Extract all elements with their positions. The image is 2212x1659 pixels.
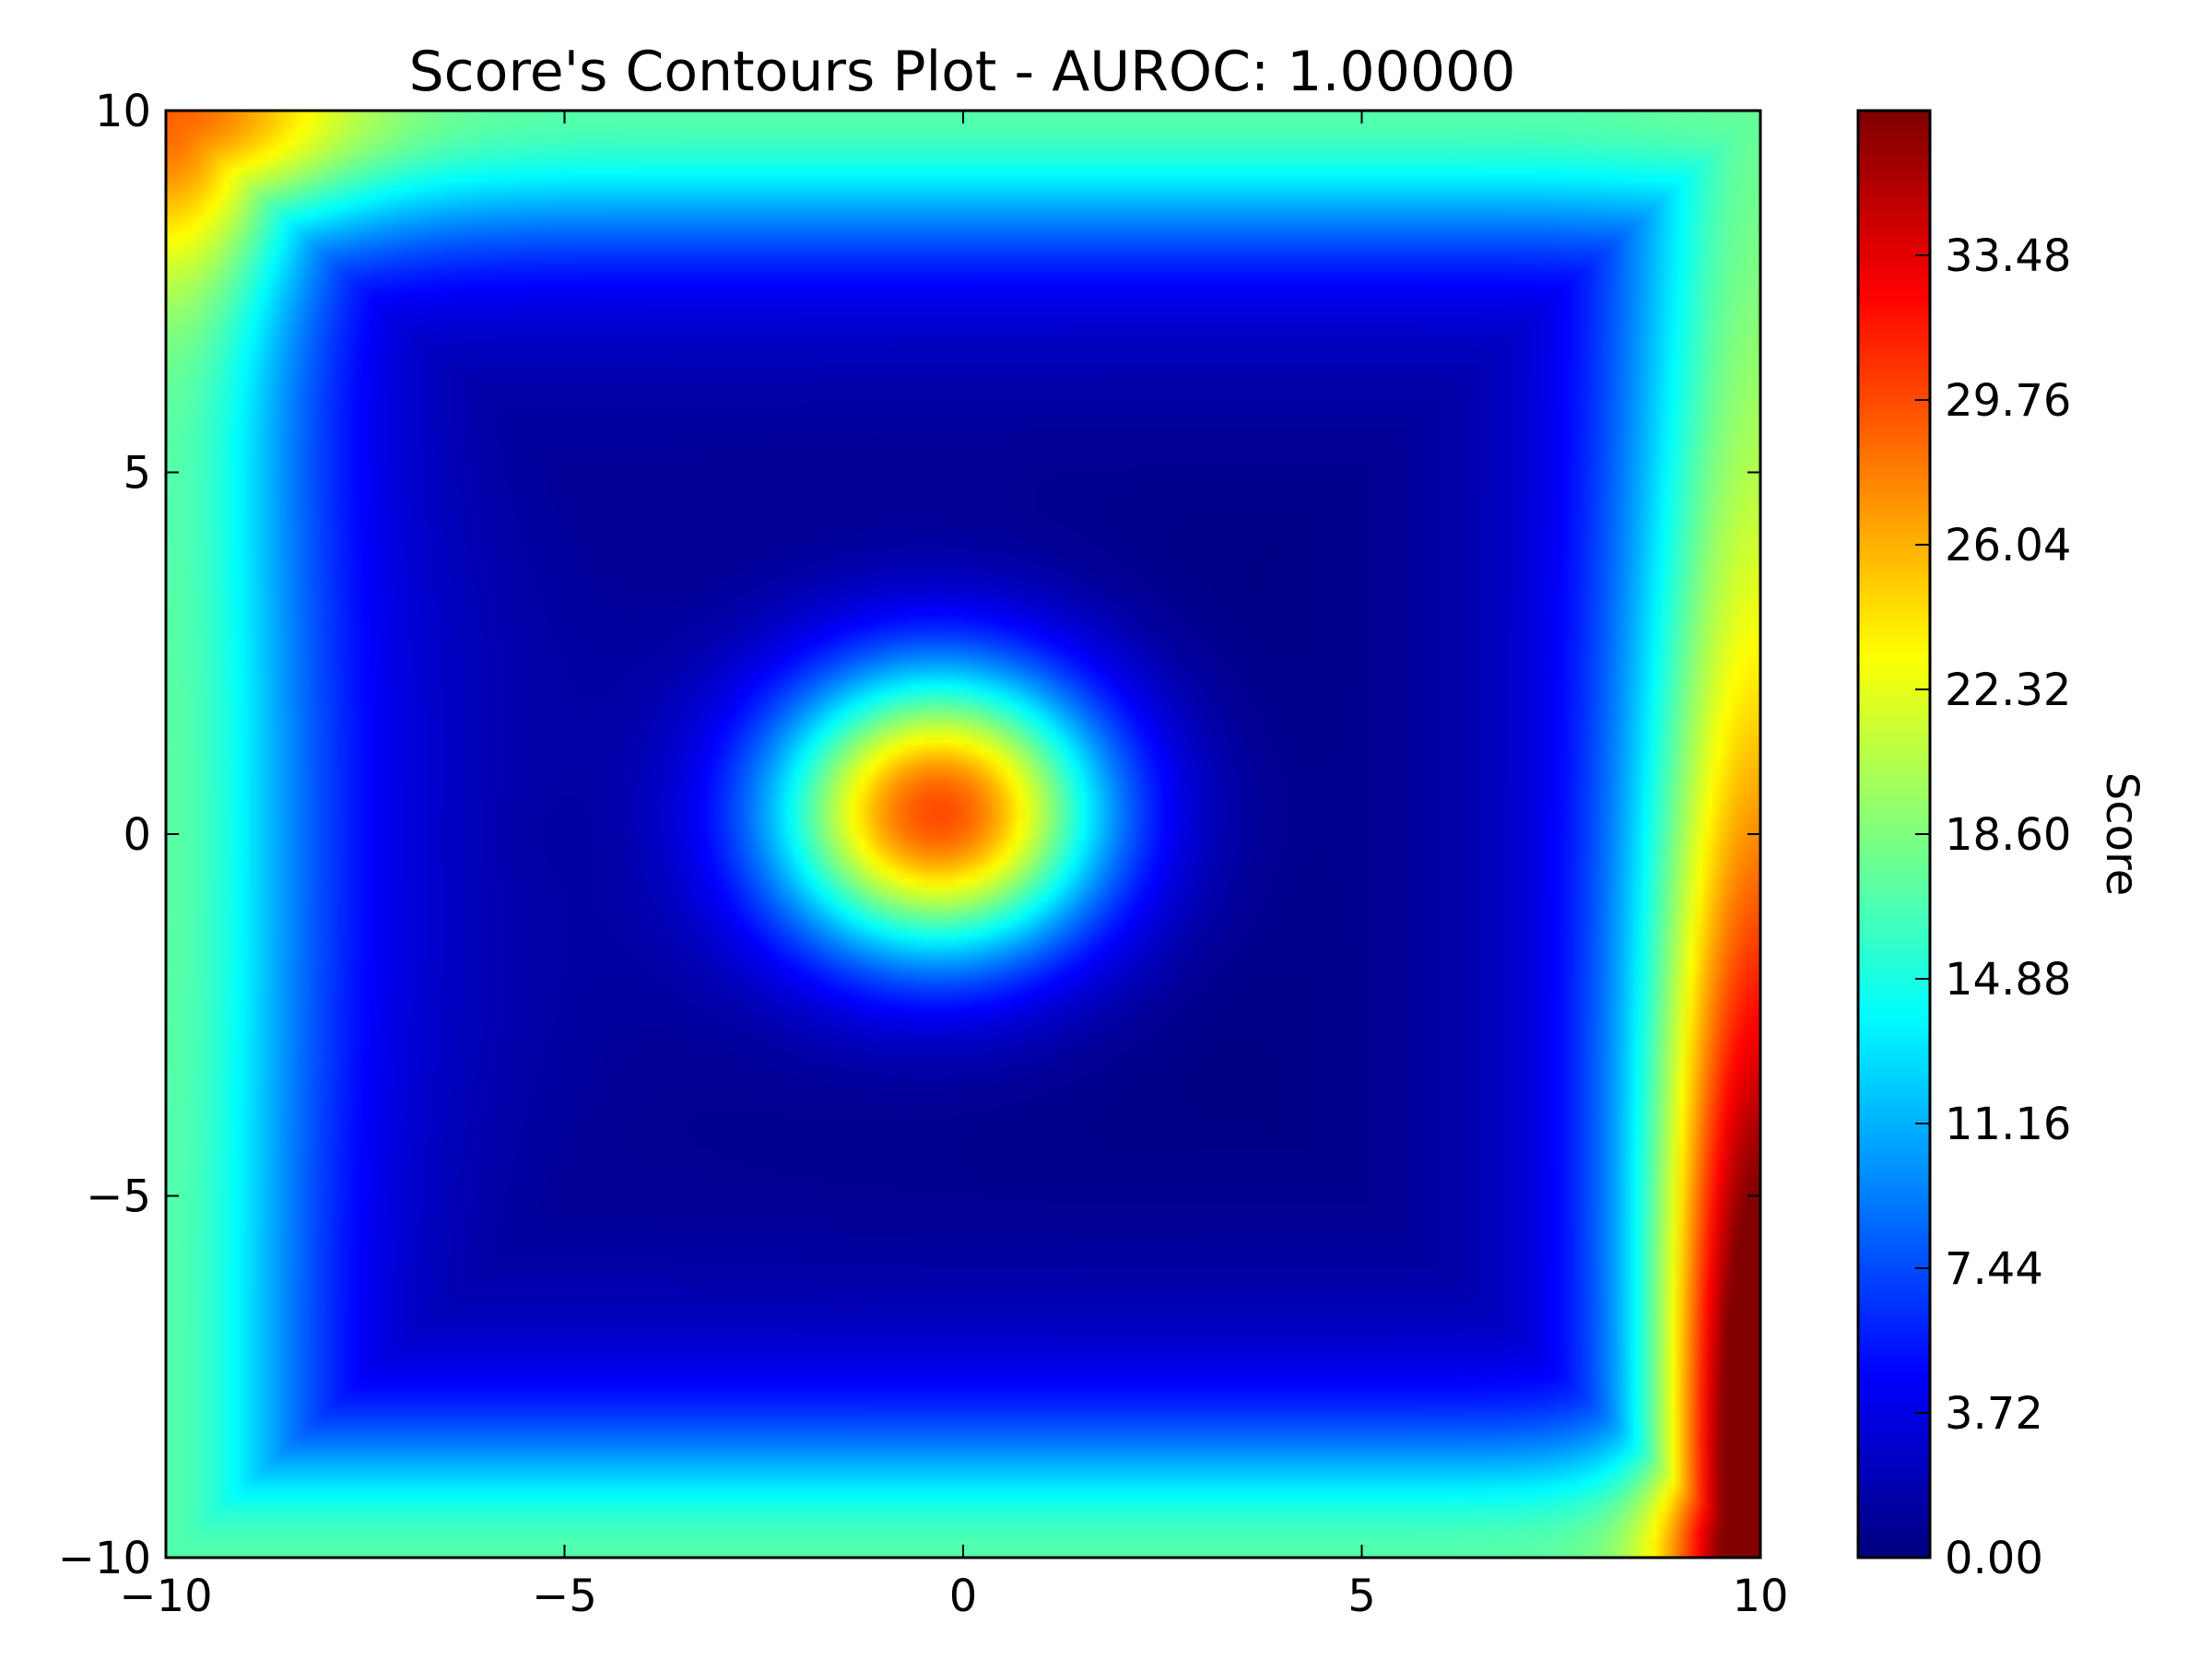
x-tick-label: −5 (532, 1571, 597, 1622)
colorbar-tick-label: 33.48 (1945, 230, 2071, 282)
x-tick-label: 10 (1732, 1571, 1788, 1622)
y-tick-label: −10 (58, 1533, 151, 1584)
heatmap-field (166, 111, 1760, 1558)
x-tick-label: −10 (119, 1571, 212, 1622)
colorbar-tick-label: 18.60 (1945, 809, 2071, 861)
colorbar-label: Score (2096, 772, 2147, 896)
colorbar-tick-label: 14.88 (1945, 954, 2071, 1006)
y-tick-label: −5 (86, 1171, 151, 1223)
colorbar-tick-label: 29.76 (1945, 375, 2071, 427)
x-tick-label: 5 (1347, 1571, 1376, 1622)
x-tick-label: 0 (949, 1571, 978, 1622)
y-tick-label: 0 (123, 809, 151, 861)
colorbar-tick-label: 11.16 (1945, 1099, 2071, 1150)
y-tick-label: 5 (123, 448, 151, 500)
y-axis: −10 −5 0 5 10 (58, 86, 1760, 1584)
colorbar-axis: 0.00 3.72 7.44 11.16 14.88 18.60 22.32 26.04 29.… (1915, 230, 2071, 1584)
x-axis: −10 −5 0 5 10 (119, 111, 1789, 1622)
y-tick-label: 10 (95, 86, 151, 137)
colorbar-tick-label: 26.04 (1945, 520, 2071, 571)
colorbar-tick-label: 22.32 (1945, 665, 2071, 716)
chart-title: Score's Contours Plot - AUROC: 1.00000 (409, 40, 1516, 104)
colorbar-tick-label: 7.44 (1945, 1243, 2043, 1295)
colorbar-tick-label: 3.72 (1945, 1388, 2043, 1440)
colorbar-tick-label: 0.00 (1945, 1533, 2043, 1584)
